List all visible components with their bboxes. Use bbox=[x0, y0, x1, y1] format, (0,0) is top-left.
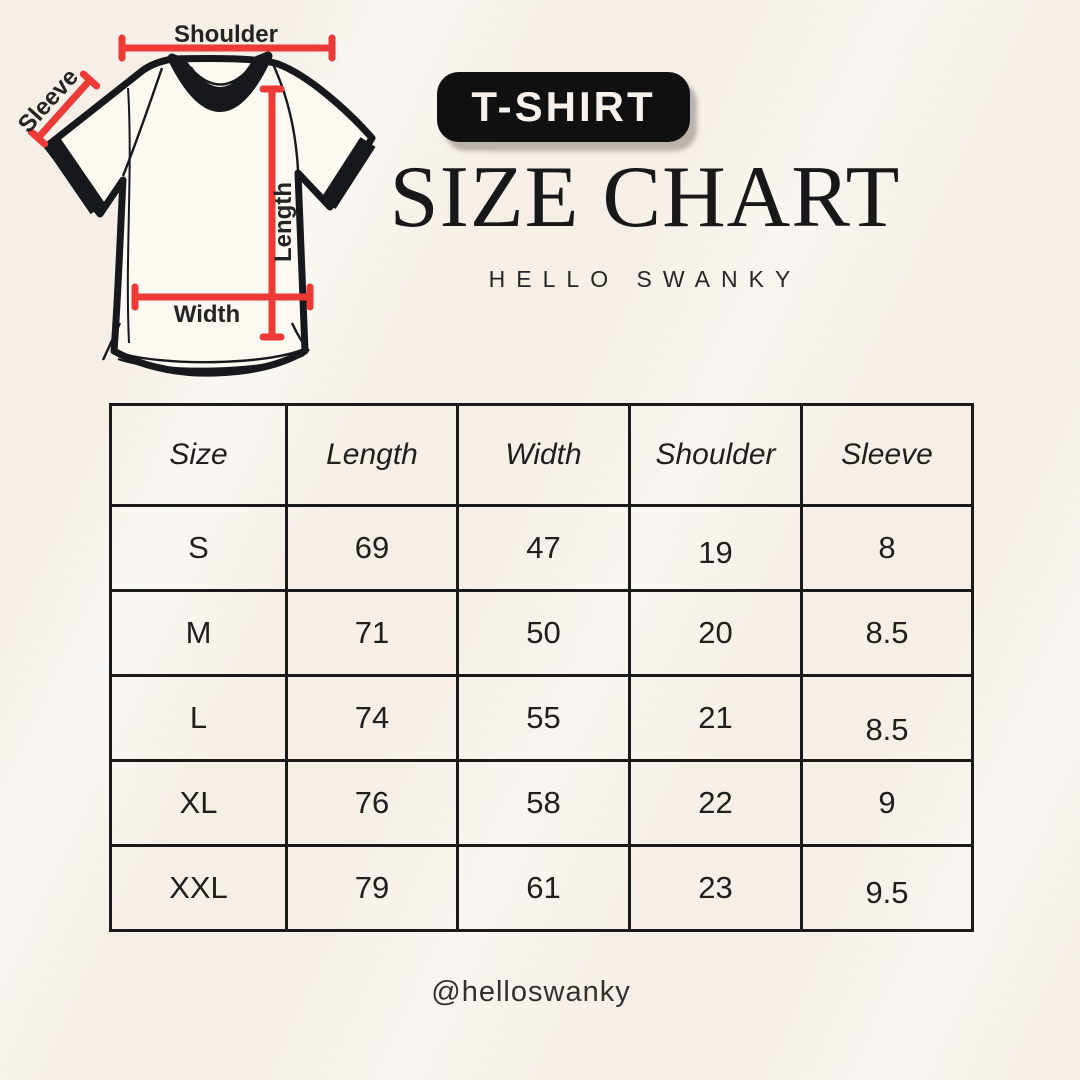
cell-size: M bbox=[109, 589, 288, 677]
social-handle: @helloswanky bbox=[431, 976, 631, 1008]
cell-width: 61 bbox=[456, 844, 631, 932]
cell-size: XXL bbox=[109, 844, 288, 932]
col-header-shoulder: Shoulder bbox=[628, 403, 803, 507]
table-header-row: Size Length Width Shoulder Sleeve bbox=[109, 403, 974, 507]
length-label: Length bbox=[270, 182, 297, 262]
cell-shoulder: 21 bbox=[628, 674, 803, 762]
table-row: M 71 50 20 8.5 bbox=[109, 589, 974, 677]
shoulder-measure-line bbox=[118, 34, 336, 62]
table-row: XL 76 58 22 9 bbox=[109, 759, 974, 847]
cell-sleeve: 9 bbox=[800, 759, 974, 847]
cell-shoulder: 20 bbox=[628, 589, 803, 677]
cell-length: 71 bbox=[285, 589, 459, 677]
table-row: S 69 47 19 8 bbox=[109, 504, 974, 592]
cell-size: L bbox=[109, 674, 288, 762]
cell-size: XL bbox=[109, 759, 288, 847]
cell-width: 58 bbox=[456, 759, 631, 847]
col-header-width: Width bbox=[456, 403, 631, 507]
width-label: Width bbox=[174, 301, 240, 328]
right-cuff-band bbox=[320, 137, 376, 209]
cell-shoulder: 23 bbox=[628, 844, 803, 932]
size-chart-table: Size Length Width Shoulder Sleeve S 69 4… bbox=[109, 403, 974, 932]
cell-width: 55 bbox=[456, 674, 631, 762]
cell-sleeve: 9.5 bbox=[800, 844, 974, 932]
cell-length: 76 bbox=[285, 759, 459, 847]
cell-shoulder: 19 bbox=[628, 504, 803, 592]
table-row: L 74 55 21 8.5 bbox=[109, 674, 974, 762]
tshirt-illustration: Shoulder Sleeve Length Width bbox=[13, 21, 376, 377]
col-header-length: Length bbox=[285, 403, 459, 507]
cell-shoulder: 22 bbox=[628, 759, 803, 847]
sleeve-measure-line bbox=[27, 70, 101, 148]
page-title: SIZE CHART bbox=[389, 149, 901, 246]
product-badge: T-SHIRT bbox=[437, 72, 690, 142]
product-badge-label: T-SHIRT bbox=[471, 83, 656, 130]
cell-length: 79 bbox=[285, 844, 459, 932]
cell-size: S bbox=[109, 504, 288, 592]
cell-length: 74 bbox=[285, 674, 459, 762]
cell-sleeve: 8.5 bbox=[800, 674, 974, 762]
shoulder-label: Shoulder bbox=[174, 21, 278, 48]
brand-subtitle: HELLO SWANKY bbox=[488, 266, 802, 292]
width-measure-line bbox=[131, 283, 314, 311]
table-row: XXL 79 61 23 9.5 bbox=[109, 844, 974, 932]
cell-width: 50 bbox=[456, 589, 631, 677]
cell-length: 69 bbox=[285, 504, 459, 592]
cell-width: 47 bbox=[456, 504, 631, 592]
collar-band bbox=[167, 51, 273, 112]
cell-sleeve: 8.5 bbox=[800, 589, 974, 677]
col-header-sleeve: Sleeve bbox=[800, 403, 974, 507]
left-cuff-band bbox=[44, 136, 106, 215]
col-header-size: Size bbox=[109, 403, 288, 507]
cell-sleeve: 8 bbox=[800, 504, 974, 592]
